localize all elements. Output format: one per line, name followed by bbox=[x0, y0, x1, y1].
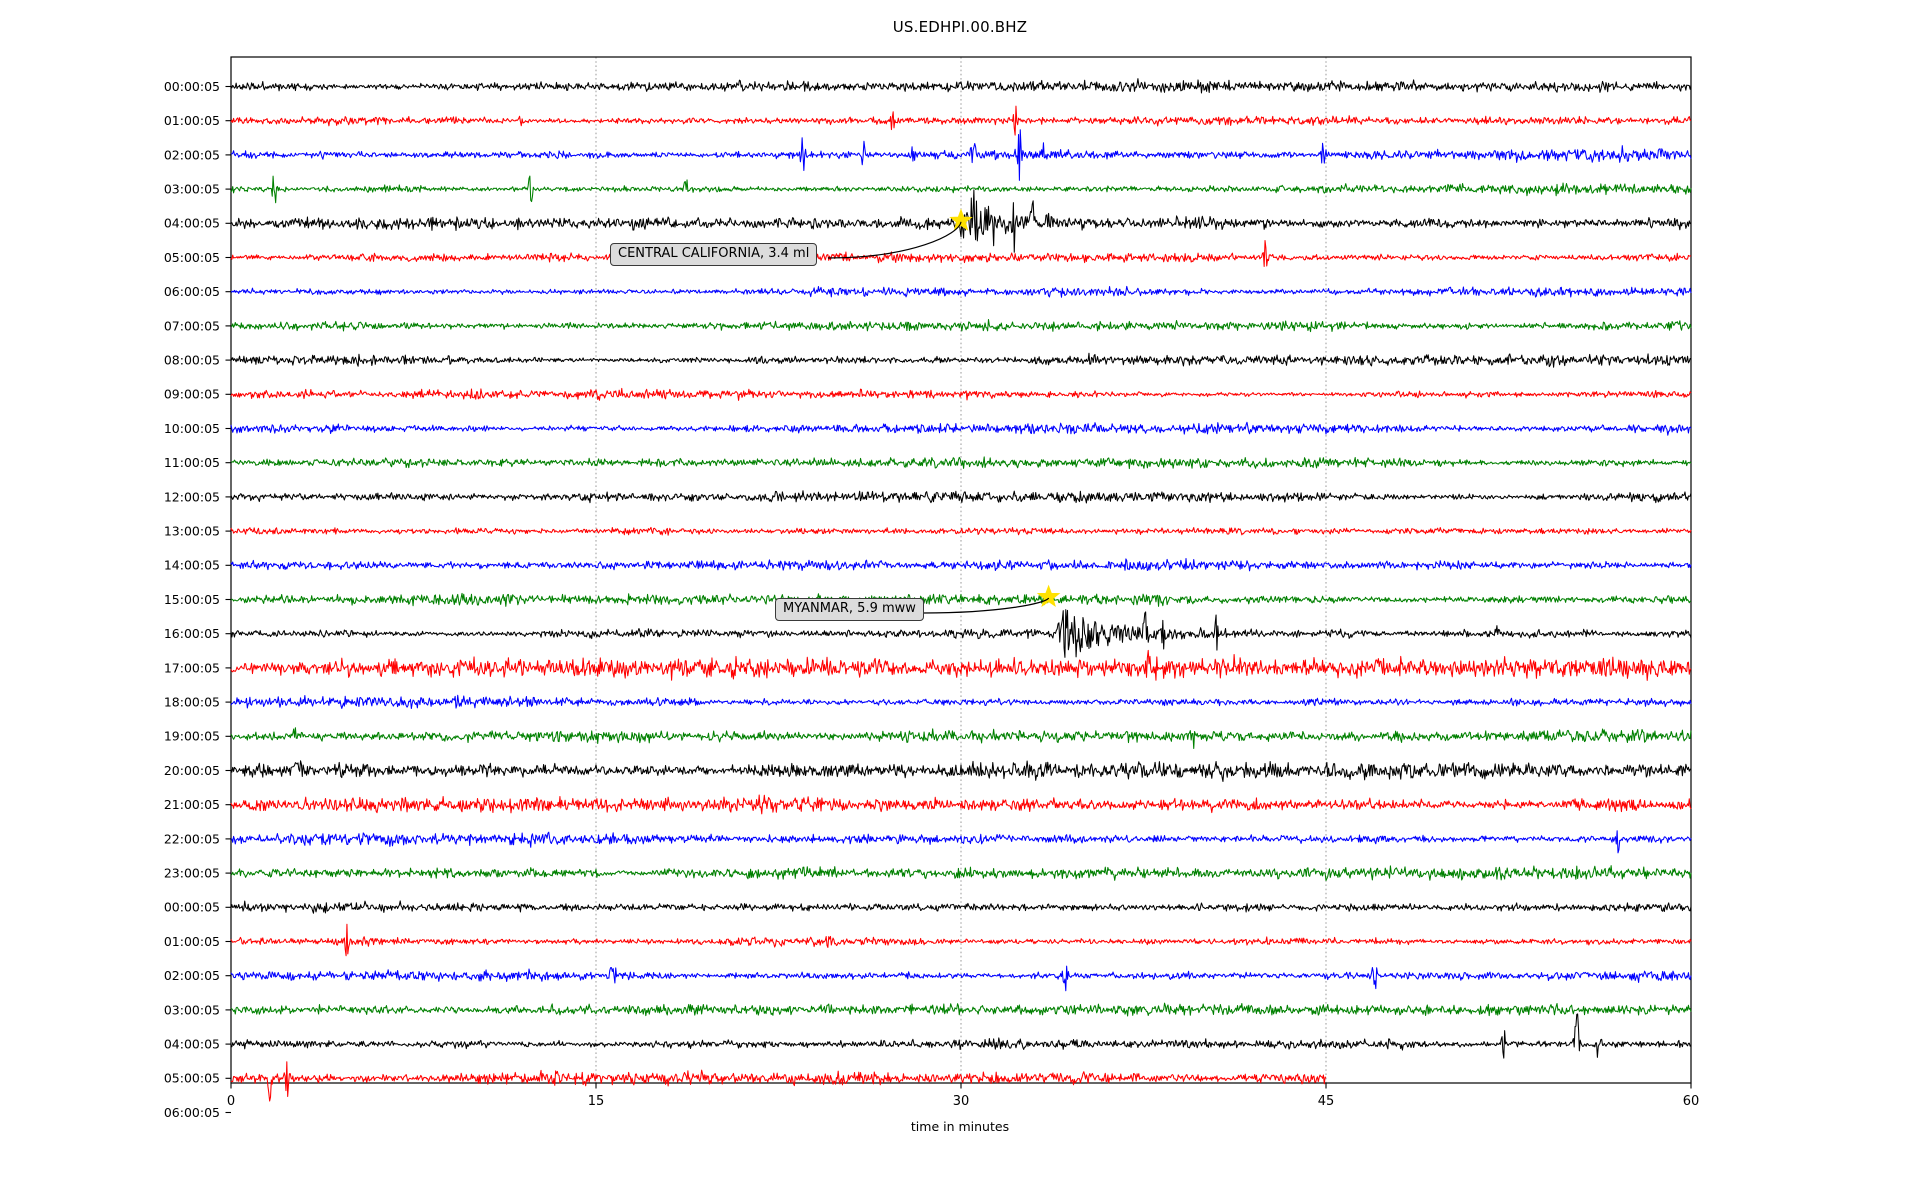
trace-01-00-05-1 bbox=[230, 105, 1692, 136]
y-tick-label-27: 03:00:05 bbox=[164, 1002, 220, 1017]
y-tick-label-4: 04:00:05 bbox=[164, 216, 220, 231]
y-tick-label-5: 05:00:05 bbox=[164, 250, 220, 265]
trace-23-00-05-23 bbox=[230, 865, 1692, 882]
trace-06-00-05-6 bbox=[230, 285, 1692, 298]
x-tick-label-45: 45 bbox=[1318, 1094, 1335, 1109]
y-tick-label-19: 19:00:05 bbox=[164, 729, 220, 744]
page-title: US.EDHPI.00.BHZ bbox=[892, 18, 1028, 36]
trace-05-00-05-29 bbox=[230, 1061, 1327, 1102]
y-tick-label-18: 18:00:05 bbox=[164, 695, 220, 710]
trace-21-00-05-21 bbox=[230, 794, 1692, 815]
trace-11-00-05-11 bbox=[230, 456, 1692, 470]
trace-01-00-05-25 bbox=[230, 923, 1692, 957]
y-tick-label-14: 14:00:05 bbox=[164, 558, 220, 573]
annotation-leaders bbox=[827, 221, 1050, 614]
trace-00-00-05-0 bbox=[230, 78, 1692, 94]
trace-00-00-05-24 bbox=[230, 900, 1692, 914]
trace-04-00-05-28 bbox=[230, 1013, 1692, 1059]
y-tick-label-20: 20:00:05 bbox=[164, 763, 220, 778]
x-tick-label-60: 60 bbox=[1683, 1094, 1700, 1109]
annotation-myanmar[interactable]: MYANMAR, 5.9 mww bbox=[775, 598, 924, 622]
y-tick-label-23: 23:00:05 bbox=[164, 866, 220, 881]
y-tick-label-2: 02:00:05 bbox=[164, 147, 220, 162]
trace-09-00-05-9 bbox=[230, 387, 1692, 401]
y-tick-label-9: 09:00:05 bbox=[164, 387, 220, 402]
trace-03-00-05-27 bbox=[230, 1002, 1692, 1017]
trace-07-00-05-7 bbox=[230, 319, 1692, 333]
trace-08-00-05-8 bbox=[230, 352, 1692, 368]
trace-13-00-05-13 bbox=[230, 526, 1692, 536]
trace-02-00-05-26 bbox=[230, 965, 1692, 992]
star-icon-myanmar bbox=[1036, 584, 1061, 607]
trace-16-00-05-16 bbox=[230, 609, 1692, 658]
y-tick-label-16: 16:00:05 bbox=[164, 626, 220, 641]
y-tick-label-3: 03:00:05 bbox=[164, 182, 220, 197]
trace-12-00-05-12 bbox=[230, 490, 1692, 504]
y-tick-label-10: 10:00:05 bbox=[164, 421, 220, 436]
y-tick-label-6: 06:00:05 bbox=[164, 284, 220, 299]
y-tick-label-24: 00:00:05 bbox=[164, 900, 220, 915]
y-tick-label-15: 15:00:05 bbox=[164, 592, 220, 607]
trace-02-00-05-2 bbox=[230, 129, 1692, 181]
y-tick-label-25: 01:00:05 bbox=[164, 934, 220, 949]
trace-17-00-05-17 bbox=[230, 649, 1692, 681]
y-tick-label-7: 07:00:05 bbox=[164, 318, 220, 333]
trace-group bbox=[230, 78, 1692, 1102]
star-icon-central-california bbox=[949, 208, 973, 231]
y-tick-label-12: 12:00:05 bbox=[164, 489, 220, 504]
y-tick-label-17: 17:00:05 bbox=[164, 660, 220, 675]
x-axis-ticks: 0 15 30 45 60 bbox=[227, 1083, 1699, 1109]
trace-19-00-05-19 bbox=[230, 727, 1692, 750]
annotation-central-california[interactable]: CENTRAL CALIFORNIA, 3.4 ml bbox=[610, 243, 818, 267]
x-tick-label-30: 30 bbox=[953, 1094, 970, 1109]
trace-03-00-05-3 bbox=[230, 175, 1692, 204]
trace-05-00-05-5 bbox=[230, 240, 1692, 267]
y-tick-label-8: 08:00:05 bbox=[164, 353, 220, 368]
x-tick-label-0: 0 bbox=[227, 1094, 235, 1109]
grid-lines bbox=[595, 57, 1327, 1083]
trace-10-00-05-10 bbox=[230, 421, 1692, 436]
trace-14-00-05-14 bbox=[230, 558, 1692, 572]
y-tick-label-13: 13:00:05 bbox=[164, 524, 220, 539]
y-axis-ticks: 00:00:05 01:00:05 02:00:05 03:00:05 04:00:05… bbox=[164, 79, 231, 1120]
y-tick-label-28: 04:00:05 bbox=[164, 1037, 220, 1052]
trace-04-00-05-4 bbox=[230, 189, 1692, 253]
y-tick-label-0: 00:00:05 bbox=[164, 79, 220, 94]
y-tick-label-11: 11:00:05 bbox=[164, 455, 220, 470]
x-tick-label-15: 15 bbox=[588, 1094, 605, 1109]
y-tick-label-21: 21:00:05 bbox=[164, 797, 220, 812]
trace-15-00-05-15 bbox=[230, 592, 1692, 607]
y-tick-label-29: 05:00:05 bbox=[164, 1071, 220, 1086]
event-markers bbox=[949, 208, 1061, 607]
y-tick-label-26: 02:00:05 bbox=[164, 968, 220, 983]
leader-line-myanmar bbox=[922, 597, 1050, 614]
y-tick-label-22: 22:00:05 bbox=[164, 831, 220, 846]
trace-20-00-05-20 bbox=[230, 760, 1692, 782]
trace-18-00-05-18 bbox=[230, 694, 1692, 710]
y-tick-label-30: 06:00:05 bbox=[164, 1105, 220, 1120]
x-axis-label: time in minutes bbox=[910, 1119, 1010, 1134]
leader-line-central-california bbox=[827, 221, 962, 259]
trace-22-00-05-22 bbox=[230, 830, 1692, 854]
y-tick-label-1: 01:00:05 bbox=[164, 113, 220, 128]
